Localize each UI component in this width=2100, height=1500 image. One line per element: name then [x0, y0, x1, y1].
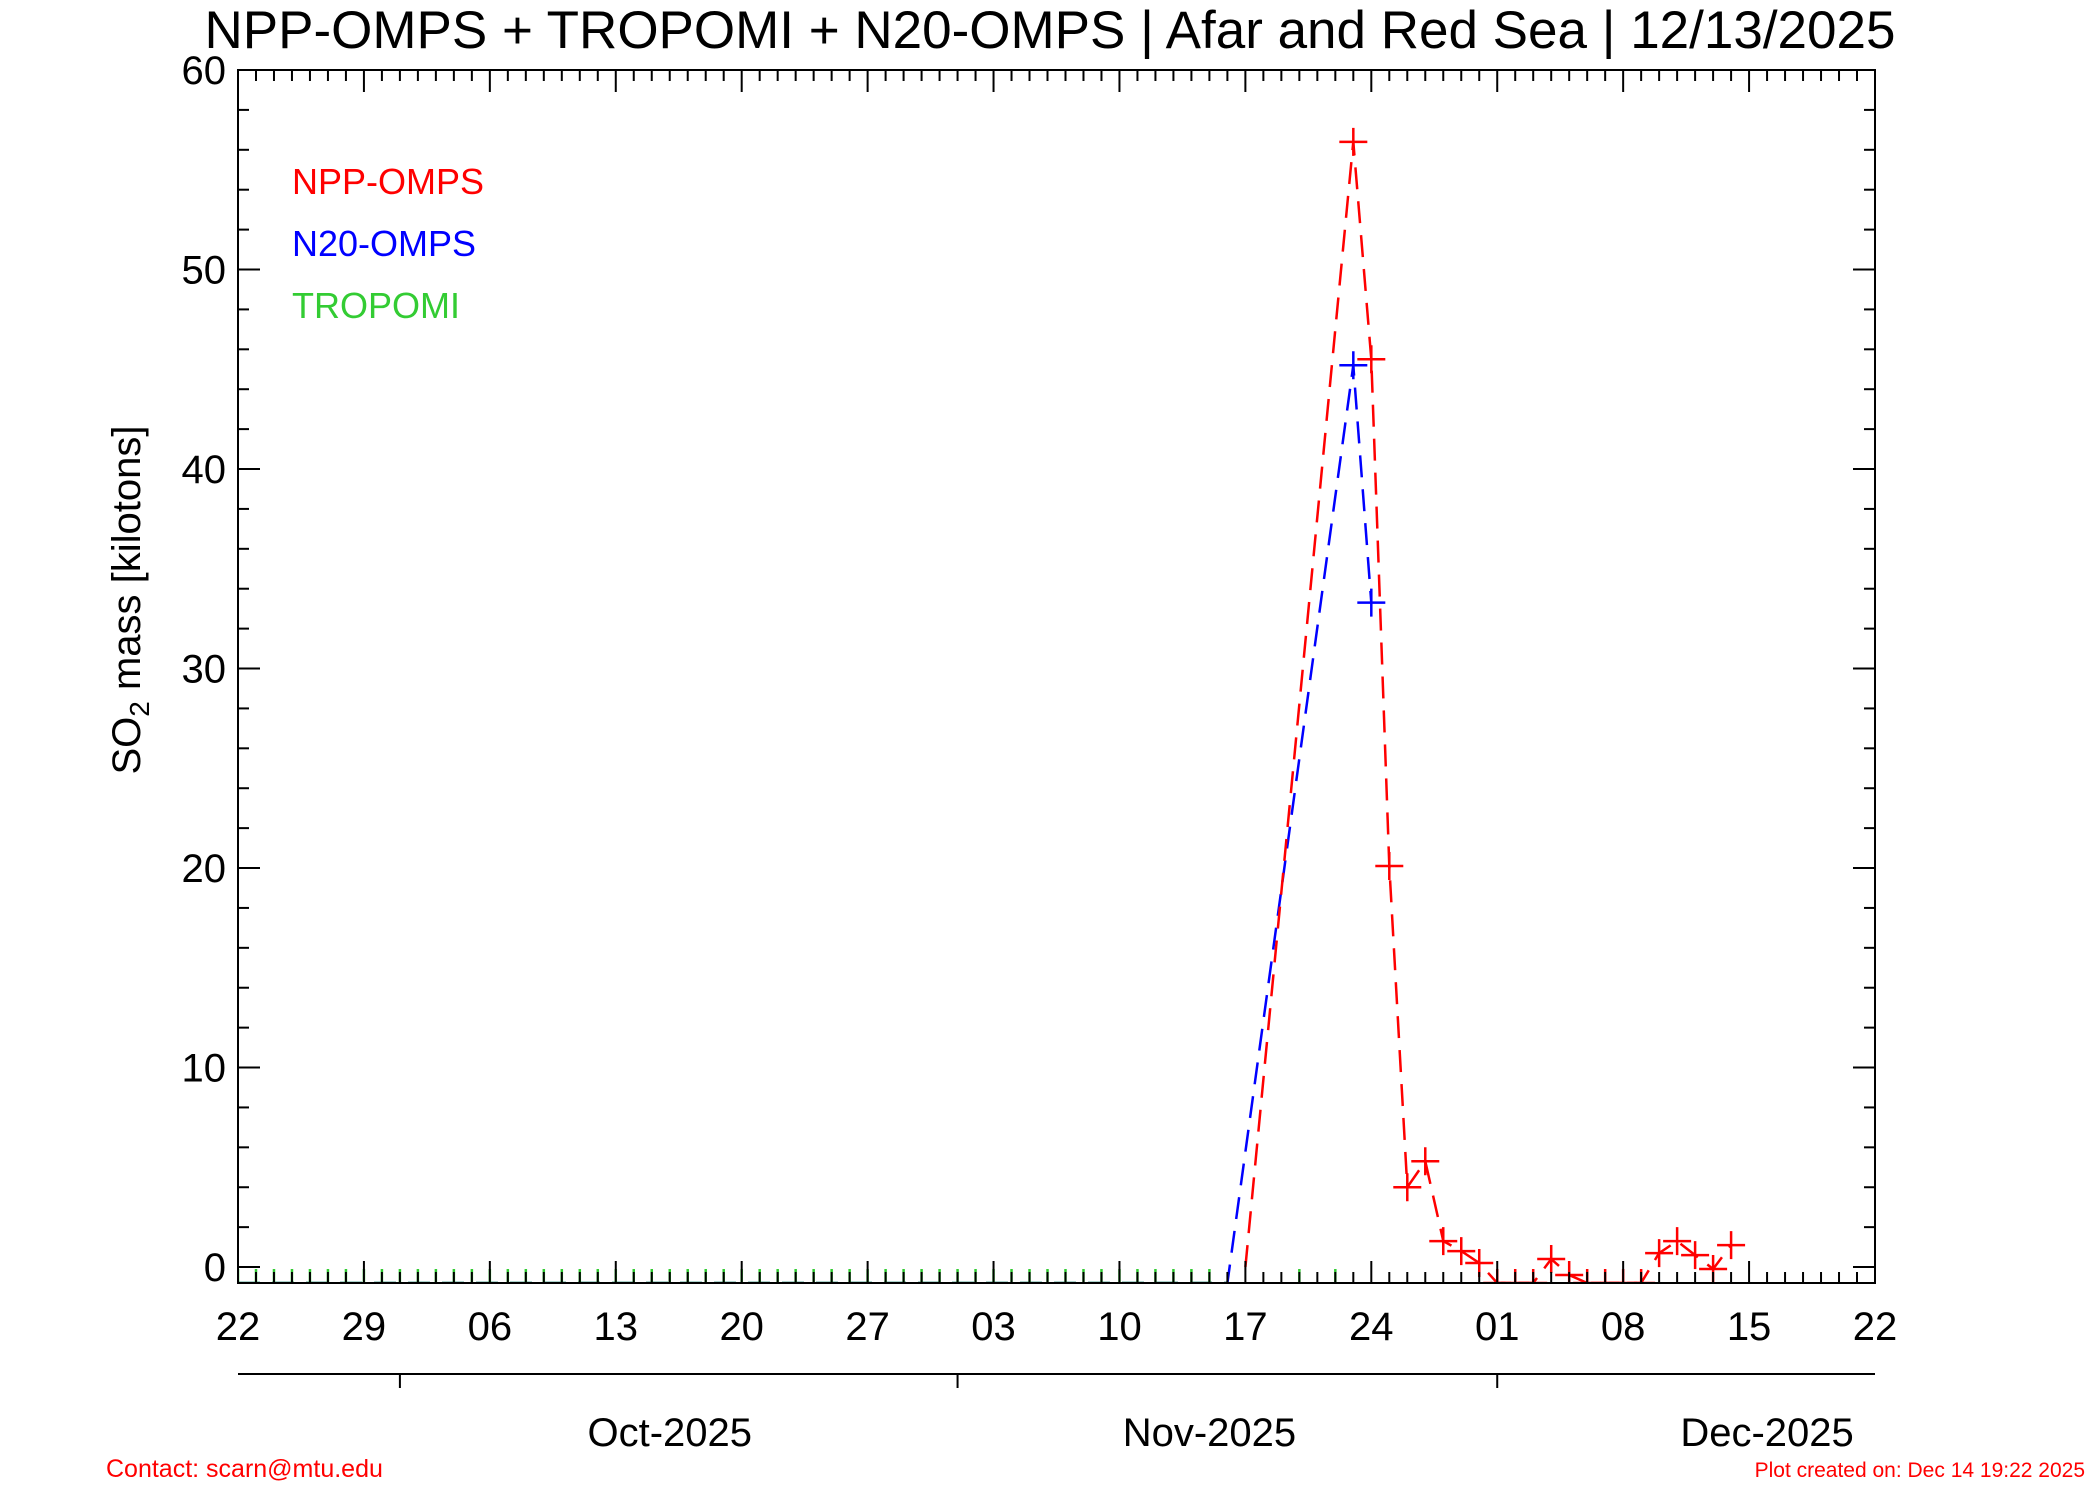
data-point-marker [1339, 351, 1368, 380]
series-line-npp-omps [1244, 141, 1733, 1283]
y-tick-label: 30 [182, 648, 227, 692]
month-label: Dec-2025 [1680, 1411, 1853, 1455]
series-line-n20-omps [238, 365, 1373, 1283]
data-point-marker [1375, 852, 1404, 881]
x-tick-label: 22 [216, 1305, 261, 1349]
x-tick-label: 13 [594, 1305, 639, 1349]
footer-created: Plot created on: Dec 14 19:22 2025 [1755, 1459, 2085, 1482]
data-point-marker [1645, 1239, 1674, 1268]
x-tick-label: 01 [1475, 1305, 1520, 1349]
data-point-marker [1663, 1227, 1692, 1256]
y-tick-label: 10 [182, 1047, 227, 1091]
x-tick-label: 20 [719, 1305, 764, 1349]
data-point-marker [1447, 1237, 1476, 1266]
data-point-marker [1717, 1231, 1746, 1260]
y-axis-label: SO2 mass [kilotons] [105, 425, 155, 774]
x-tick-label: 27 [845, 1305, 890, 1349]
data-point-marker [1339, 127, 1368, 156]
legend: NPP-OMPS N20-OMPS TROPOMI [292, 161, 484, 326]
x-tick-label: 24 [1349, 1305, 1394, 1349]
data-point-marker [1411, 1147, 1440, 1176]
data-point-marker [1357, 345, 1386, 374]
data-point-marker [1393, 1173, 1422, 1202]
legend-entry-n20-omps: N20-OMPS [292, 223, 476, 264]
y-axis-label-post: mass [kilotons] [105, 425, 149, 701]
x-tick-label: 22 [1853, 1305, 1898, 1349]
y-tick-label: 60 [182, 49, 227, 93]
data-point-marker [1537, 1245, 1566, 1274]
series-group [238, 127, 1746, 1283]
plot-frame [237, 69, 1876, 1284]
y-tick-label: 50 [182, 249, 227, 293]
data-point-marker [1429, 1227, 1458, 1256]
legend-entry-npp-omps: NPP-OMPS [292, 161, 484, 202]
x-tick-label: 15 [1727, 1305, 1772, 1349]
x-tick-label: 29 [342, 1305, 387, 1349]
month-label: Oct-2025 [587, 1411, 752, 1455]
footer-contact: Contact: scarn@mtu.edu [106, 1455, 383, 1483]
y-axis-label-pre: SO [105, 717, 149, 775]
y-tick-label: 20 [182, 847, 227, 891]
x-tick-label: 17 [1223, 1305, 1268, 1349]
y-axis-label-sub: 2 [124, 701, 155, 717]
data-point-marker [1681, 1241, 1710, 1270]
axes: 0 10 20 30 40 50 60 22 29 06 13 20 27 03 10 17 24 01 08 15 2… [182, 49, 1898, 1455]
chart-title: NPP-OMPS + TROPOMI + N20-OMPS | Afar and… [205, 1, 1896, 60]
month-label: Nov-2025 [1123, 1411, 1296, 1455]
x-tick-label: 10 [1097, 1305, 1142, 1349]
x-tick-label: 06 [468, 1305, 513, 1349]
x-tick-label: 08 [1601, 1305, 1646, 1349]
y-tick-label: 0 [204, 1246, 226, 1290]
legend-entry-tropomi: TROPOMI [292, 285, 460, 326]
y-tick-label: 40 [182, 448, 227, 492]
data-point-marker [1357, 588, 1386, 617]
plot-area [238, 127, 1746, 1283]
x-tick-label: 03 [971, 1305, 1016, 1349]
